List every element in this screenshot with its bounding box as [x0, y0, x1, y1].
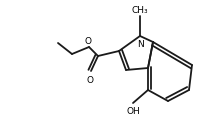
Text: N: N [138, 40, 144, 49]
Text: CH₃: CH₃ [132, 6, 148, 15]
Text: O: O [84, 37, 92, 46]
Text: OH: OH [126, 107, 140, 116]
Text: O: O [87, 76, 93, 85]
